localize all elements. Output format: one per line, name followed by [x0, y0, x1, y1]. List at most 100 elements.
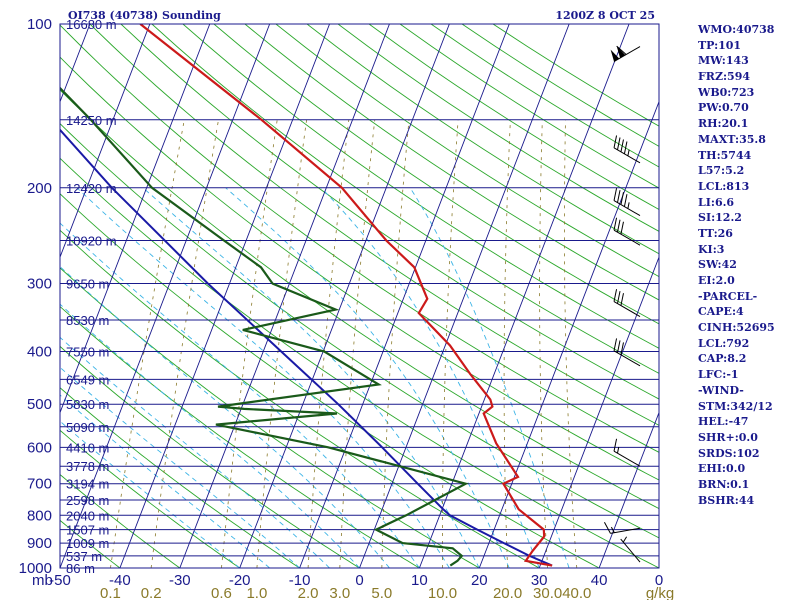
stat-line: BSHR:44: [698, 493, 755, 507]
stat-line: WB0:723: [698, 85, 755, 99]
wind-barb-flag: [623, 194, 628, 207]
wind-barb-flag: [616, 291, 621, 304]
mixing-ratio-label: 2.0: [298, 585, 319, 600]
isotherm: [418, 24, 630, 568]
height-label: 6549 m: [66, 372, 109, 387]
mixing-ratio-line: [539, 119, 548, 568]
pressure-tick-label: 100: [27, 16, 52, 33]
temperature-curve: [139, 24, 553, 567]
wind-barb-flag: [613, 289, 618, 302]
temperature-tick-label: 40: [591, 572, 608, 589]
pressure-tick-label: 1000: [19, 560, 52, 577]
mixing-ratio-line: [339, 119, 376, 568]
isotherm: [538, 255, 659, 568]
pressure-tick-label: 800: [27, 507, 52, 524]
wind-barb-flag: [603, 522, 611, 534]
wind-barb-staff: [620, 538, 641, 563]
wind-barb-staff: [610, 527, 641, 534]
wind-barb-flag: [613, 338, 618, 351]
wind-barb-flag: [616, 190, 621, 203]
height-label: 2040 m: [66, 508, 109, 523]
wind-barb-flag: [616, 45, 627, 55]
mixing-ratio-label: 5.0: [371, 585, 392, 600]
wind-barbs: [603, 45, 641, 563]
mixing-ratio-label: 0.6: [211, 585, 232, 600]
dry-adiabat: [60, 89, 659, 510]
stat-line: SW:42: [698, 258, 737, 272]
mixing-ratio-label: 1.0: [246, 585, 267, 600]
wind-barb: [610, 45, 641, 62]
sounding-time: 1200Z 8 OCT 25: [555, 9, 655, 22]
wind-barb: [613, 135, 641, 164]
pressure-tick-label: 600: [27, 439, 52, 456]
temperature-tick-label: 10: [411, 572, 428, 589]
stat-line: KI:3: [698, 242, 725, 256]
mixing-ratio-label: 30.0: [533, 585, 562, 600]
mixing-ratio-unit-label: g/kg: [646, 585, 674, 600]
wind-barb-flag: [616, 137, 621, 150]
stat-line: TH:5744: [698, 148, 752, 162]
wind-barb: [613, 188, 641, 217]
wind-barb-half-flag: [616, 446, 620, 454]
mixing-ratio-line: [564, 119, 578, 568]
stat-line: SI:12.2: [698, 211, 742, 225]
wind-barb-flag: [613, 438, 618, 452]
mb-axis-label: mb: [32, 572, 53, 589]
parcel-curve: [60, 128, 553, 567]
stat-line: EI:2.0: [698, 274, 735, 287]
wind-barb: [613, 338, 641, 367]
wind-barb-pennant: [610, 49, 620, 62]
height-label: 8530 m: [66, 313, 109, 328]
isotherm: [119, 24, 330, 568]
plot-frame: [59, 23, 660, 569]
temperature-tick-label: -30: [169, 572, 191, 589]
wind-barb-flag: [620, 139, 624, 152]
wind-barb-flag: [616, 219, 621, 233]
height-label: 14250 m: [66, 113, 117, 128]
pressure-tick-label: 200: [27, 180, 52, 197]
wind-barb-flag: [623, 141, 628, 154]
isotherm: [60, 24, 271, 568]
stat-line: CAPE:4: [698, 305, 744, 319]
stat-line: RH:20.1: [698, 117, 749, 131]
temperature-tick-label: -50: [49, 572, 71, 589]
wind-barb-staff: [613, 200, 641, 217]
isotherm: [239, 24, 450, 568]
chart-grid: [60, 24, 659, 568]
pressure-tick-label: 700: [27, 476, 52, 493]
dry-adiabat: [89, 24, 659, 426]
temperature-tick-label: -40: [109, 572, 131, 589]
moist-adiabat: [76, 187, 450, 568]
wind-barb-half-flag: [627, 149, 630, 156]
stat-line: BRN:0.1: [698, 477, 750, 491]
stat-line: CAP:8.2: [698, 352, 747, 366]
isotherm: [299, 24, 510, 568]
mixing-ratio-label: 3.0: [329, 585, 350, 600]
pressure-tick-label: 300: [27, 276, 52, 293]
wind-barb-staff: [613, 229, 641, 246]
height-label: 9650 m: [66, 277, 109, 292]
wind-barb: [613, 289, 641, 318]
mixing-ratio-label: 0.1: [100, 585, 121, 600]
stat-line: LI:6.6: [698, 195, 735, 209]
height-label: 3194 m: [66, 477, 109, 492]
stat-line: -WIND-: [698, 383, 744, 397]
moist-adiabat: [60, 222, 420, 568]
temperature-tick-label: -10: [289, 572, 311, 589]
wind-barb-half-flag: [627, 202, 630, 209]
pressure-tick-label: 400: [27, 344, 52, 361]
height-label: 537 m: [66, 549, 102, 564]
wind-barb-flag: [620, 293, 624, 306]
moist-adiabat: [60, 303, 360, 568]
height-label: 1009 m: [66, 536, 109, 551]
mixing-ratio-line: [221, 119, 278, 568]
wind-barb-flag: [620, 192, 624, 205]
wind-barb-staff: [613, 301, 641, 318]
mixing-ratio-label: 0.2: [141, 585, 162, 600]
moist-adiabat: [60, 266, 390, 568]
wind-barb: [620, 536, 641, 563]
stat-line: TT:26: [698, 226, 733, 240]
height-label: 1507 m: [66, 523, 109, 538]
wind-barb-flag: [613, 135, 618, 148]
